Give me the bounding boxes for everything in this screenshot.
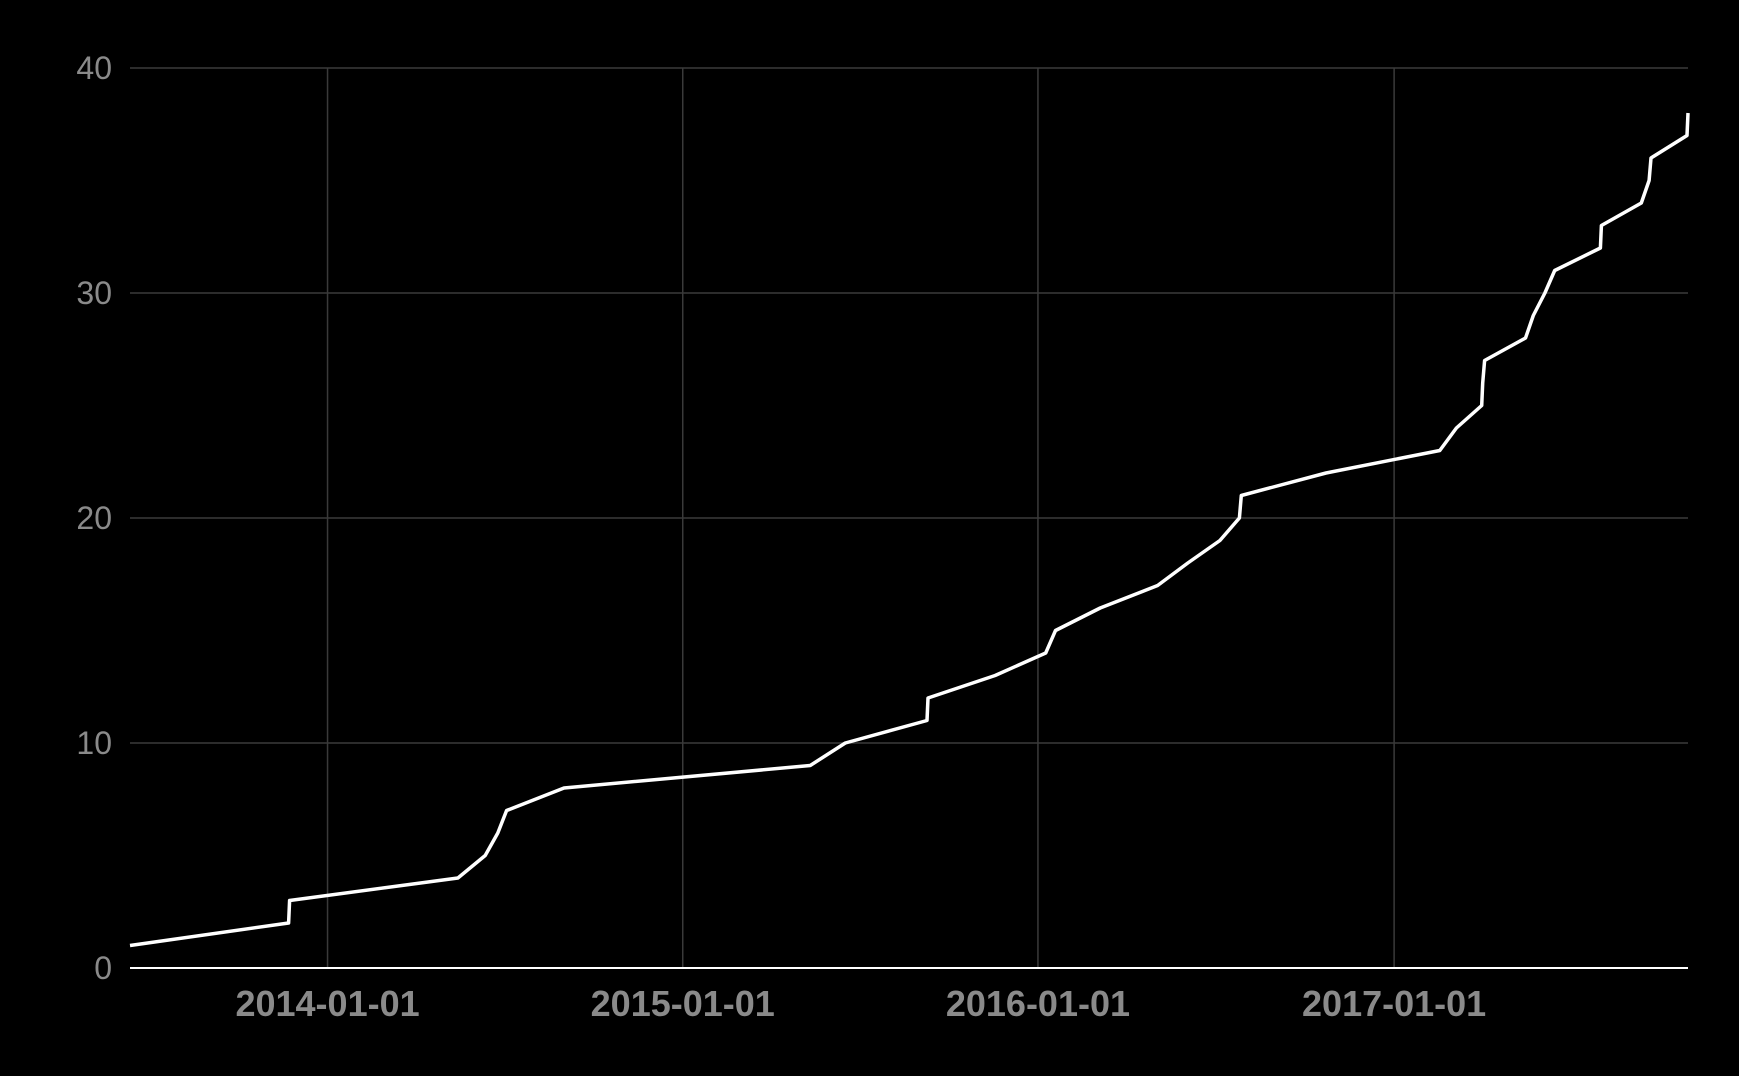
data-point — [1686, 111, 1690, 115]
data-point — [1483, 359, 1487, 363]
data-point — [456, 876, 460, 880]
grid — [130, 67, 1688, 968]
data-point — [1598, 246, 1602, 250]
data-point — [1599, 224, 1603, 228]
data-point — [1639, 201, 1643, 205]
data-point — [1524, 336, 1528, 340]
data-point — [1237, 516, 1241, 520]
data-points — [128, 111, 1690, 948]
data-point — [1438, 449, 1442, 453]
data-point — [1186, 561, 1190, 565]
x-tick-label: 2017-01-01 — [1302, 983, 1486, 1024]
series — [129, 112, 1690, 948]
tick-labels: 0 10 20 30 40 2014-01-01 2015-01-01 2016-01-01 2… — [76, 50, 1486, 1024]
y-tick-label: 10 — [76, 725, 112, 761]
data-point — [128, 944, 132, 948]
data-point — [288, 899, 292, 903]
data-point — [926, 696, 930, 700]
data-point — [1044, 651, 1048, 655]
series-line — [129, 112, 1690, 948]
data-point — [1054, 629, 1058, 633]
data-point — [1324, 471, 1328, 475]
x-tick-label: 2014-01-01 — [235, 983, 419, 1024]
data-point — [1239, 494, 1243, 498]
data-point — [1543, 291, 1547, 295]
data-point — [808, 764, 812, 768]
y-tick-label: 0 — [94, 950, 112, 986]
data-point — [843, 741, 847, 745]
data-point — [925, 719, 929, 723]
y-tick-label: 40 — [76, 50, 112, 86]
x-tick-label: 2016-01-01 — [946, 983, 1130, 1024]
data-point — [287, 921, 291, 925]
y-tick-label: 20 — [76, 500, 112, 536]
data-point — [505, 809, 509, 813]
data-point — [1156, 584, 1160, 588]
data-point — [993, 674, 997, 678]
data-point — [483, 854, 487, 858]
data-point — [496, 831, 500, 835]
data-point — [1553, 269, 1557, 273]
data-point — [1649, 156, 1653, 160]
data-point — [562, 786, 566, 790]
x-tick-label: 2015-01-01 — [591, 983, 775, 1024]
data-point — [1098, 606, 1102, 610]
data-point — [1454, 426, 1458, 430]
data-point — [1685, 134, 1689, 138]
y-tick-label: 30 — [76, 275, 112, 311]
data-point — [1531, 314, 1535, 318]
data-point — [1481, 381, 1485, 385]
data-point — [1480, 404, 1484, 408]
data-point — [1647, 179, 1651, 183]
data-point — [1218, 539, 1222, 543]
